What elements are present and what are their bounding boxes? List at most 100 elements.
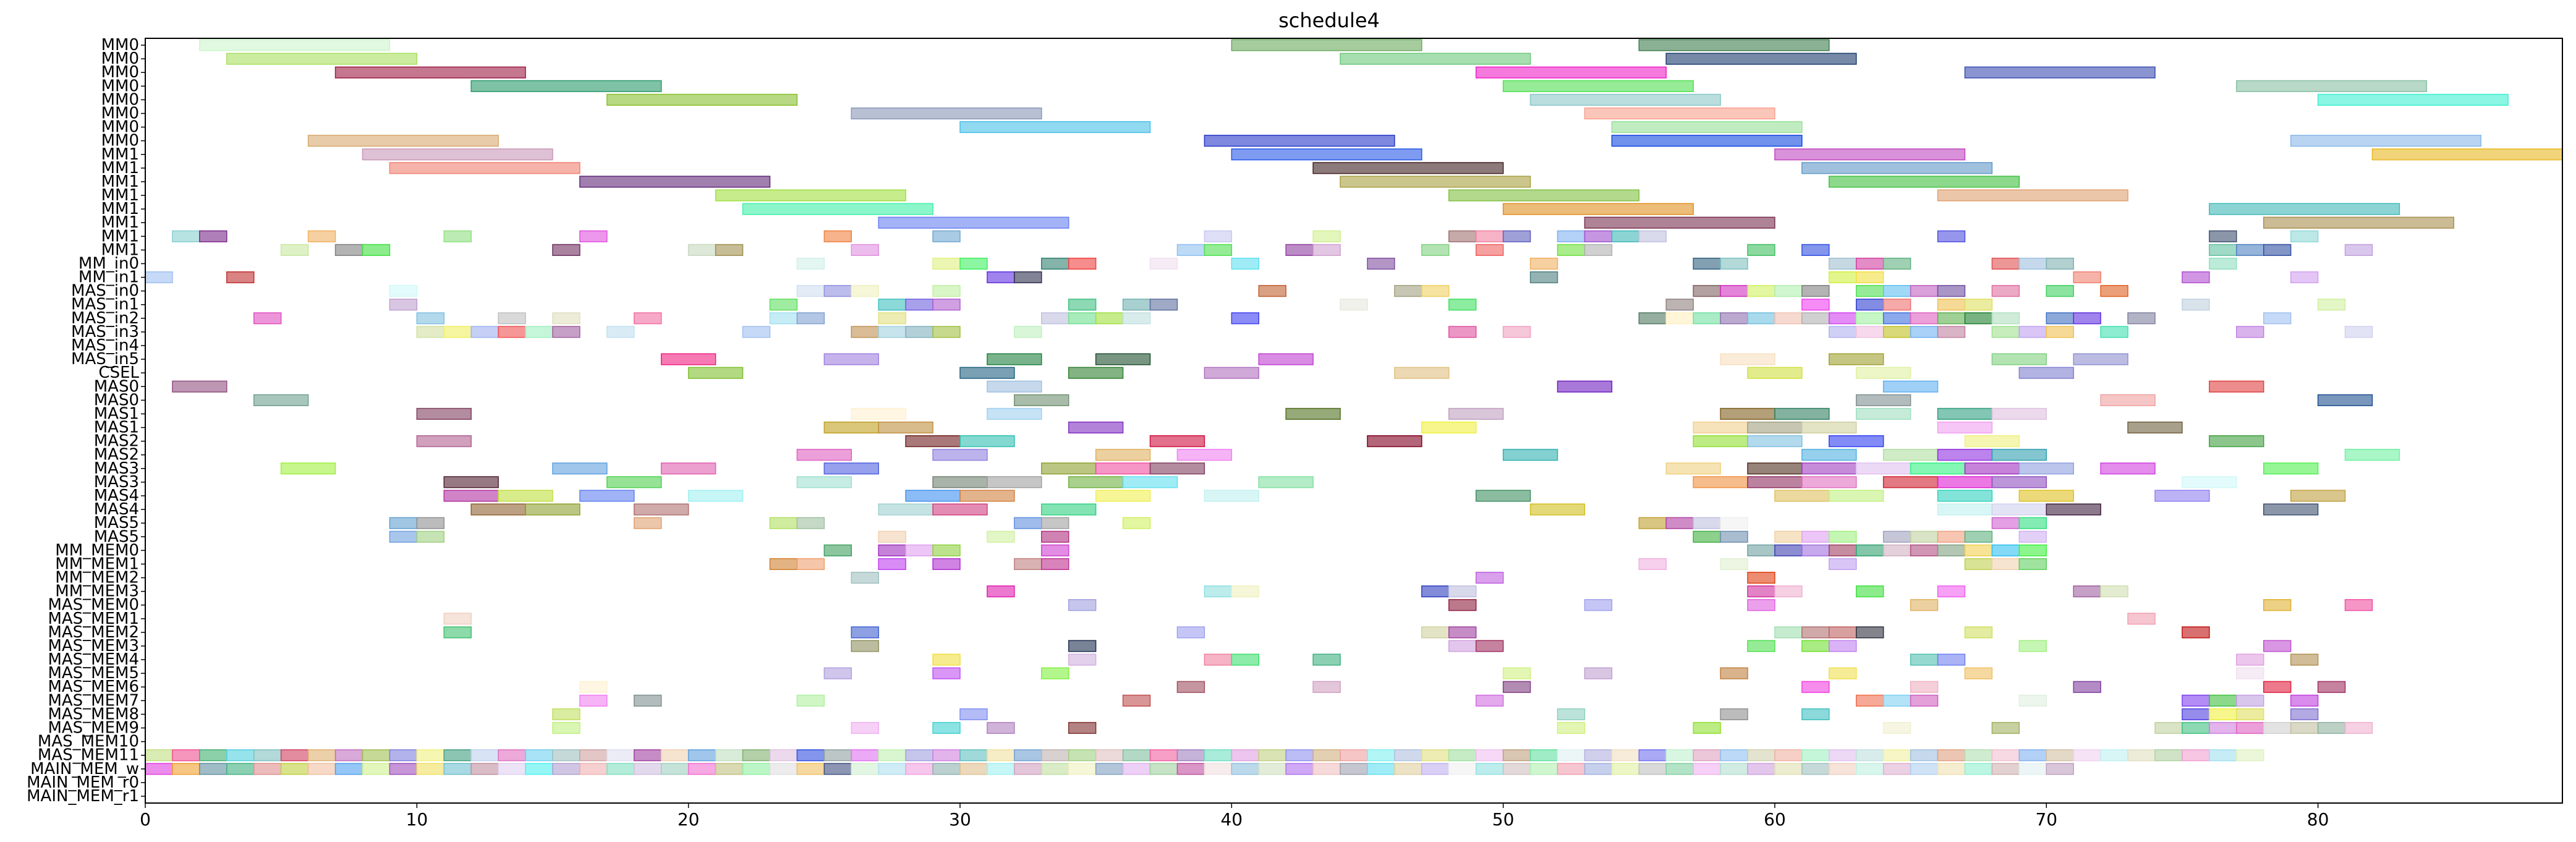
task-bar	[1720, 667, 1748, 679]
task-bar	[1068, 367, 1124, 379]
task-bar	[1693, 476, 1748, 488]
task-bar	[1421, 244, 1450, 256]
task-bar	[1882, 257, 1911, 270]
row-labels: MM0MM0MM0MM0MM0MM0MM0MM0MM1MM1MM1MM1MM1M…	[27, 36, 145, 806]
task-bar	[552, 326, 580, 338]
task-bar	[2209, 244, 2237, 256]
task-bar	[796, 449, 852, 461]
task-bar	[1720, 407, 1775, 420]
task-bar	[498, 312, 526, 325]
task-bar	[2018, 694, 2047, 707]
task-bar	[1991, 544, 2020, 556]
task-bar	[416, 749, 445, 762]
task-bar	[987, 476, 1042, 488]
row-label: MAS_in0	[71, 282, 139, 300]
task-bar	[1068, 257, 1097, 270]
task-bar	[769, 749, 798, 762]
task-bar	[687, 749, 716, 762]
task-bar	[1910, 530, 1939, 543]
task-bar	[470, 326, 499, 338]
task-bar	[1014, 749, 1042, 762]
row-label: MAS_in5	[71, 350, 139, 368]
task-bar	[1068, 640, 1097, 652]
task-bar	[1747, 462, 1803, 475]
task-bar	[1829, 176, 2020, 188]
task-bar	[2290, 694, 2319, 707]
task-bar	[1829, 763, 1857, 775]
task-bar	[1937, 449, 1993, 461]
task-bar	[498, 763, 526, 775]
task-bar	[987, 763, 1015, 775]
task-bar	[1204, 763, 1233, 775]
row-label: MM_MEM0	[55, 541, 139, 559]
task-bar	[2073, 353, 2128, 365]
task-bar	[851, 626, 879, 639]
row-label: MM1	[101, 227, 139, 245]
task-bar	[1937, 312, 1966, 325]
task-bar	[1475, 244, 1504, 256]
task-bar	[1557, 763, 1586, 775]
task-bar	[796, 285, 825, 297]
task-bar	[2127, 421, 2183, 434]
task-bar	[2263, 216, 2455, 229]
task-bar	[851, 571, 879, 584]
task-bar	[2182, 749, 2210, 762]
task-bar	[1475, 571, 1504, 584]
task-bar	[932, 544, 961, 556]
task-bar	[634, 694, 662, 707]
task-bar	[172, 230, 200, 242]
task-bar	[1448, 585, 1477, 598]
task-bar	[606, 749, 635, 762]
task-bar	[1502, 203, 1694, 215]
task-bar	[1665, 517, 1694, 529]
task-bar	[1231, 148, 1422, 161]
task-bar	[2182, 271, 2210, 284]
task-bar	[1829, 558, 1857, 571]
task-bar	[959, 367, 1015, 379]
task-bar	[2100, 394, 2156, 406]
task-bar	[1584, 107, 1775, 120]
task-bar	[796, 694, 825, 707]
task-bar	[932, 667, 961, 679]
task-bar	[1095, 749, 1124, 762]
row-label: MAS_MEM10	[38, 733, 139, 751]
task-bar	[878, 558, 906, 571]
task-bar	[1095, 490, 1151, 502]
task-bar	[1937, 763, 1966, 775]
task-bar	[579, 176, 771, 188]
row-label: MM0	[101, 118, 139, 137]
task-bar	[416, 407, 472, 420]
task-bar	[1747, 599, 1775, 611]
task-bar	[2073, 585, 2101, 598]
task-bar	[2018, 462, 2074, 475]
task-bar	[1720, 517, 1748, 529]
task-bar	[1882, 326, 1911, 338]
task-bar	[1475, 749, 1504, 762]
task-bar	[851, 640, 879, 652]
row-label: MAIN_MEM_r1	[27, 787, 139, 806]
task-bar	[932, 503, 988, 516]
task-bar	[552, 721, 580, 734]
task-bar	[1068, 721, 1097, 734]
task-bar	[1638, 39, 1830, 51]
task-bar	[823, 353, 879, 365]
task-bar	[1068, 599, 1097, 611]
row-label: MAS_MEM1	[48, 610, 139, 628]
task-bar	[905, 435, 961, 448]
task-bar	[2263, 599, 2292, 611]
task-bar	[1910, 312, 1939, 325]
task-bar	[253, 312, 282, 325]
x-tick-label: 10	[406, 809, 428, 830]
task-bar	[2018, 544, 2047, 556]
task-bar	[2263, 244, 2292, 256]
task-bar	[253, 749, 282, 762]
task-bar	[660, 462, 716, 475]
task-bar	[470, 749, 499, 762]
task-bar	[1312, 653, 1341, 666]
task-bar	[796, 558, 825, 571]
task-bar	[2209, 435, 2264, 448]
task-bar	[1829, 667, 1857, 679]
task-bar	[2263, 462, 2319, 475]
task-bar	[1747, 585, 1775, 598]
task-bar	[1801, 749, 1830, 762]
